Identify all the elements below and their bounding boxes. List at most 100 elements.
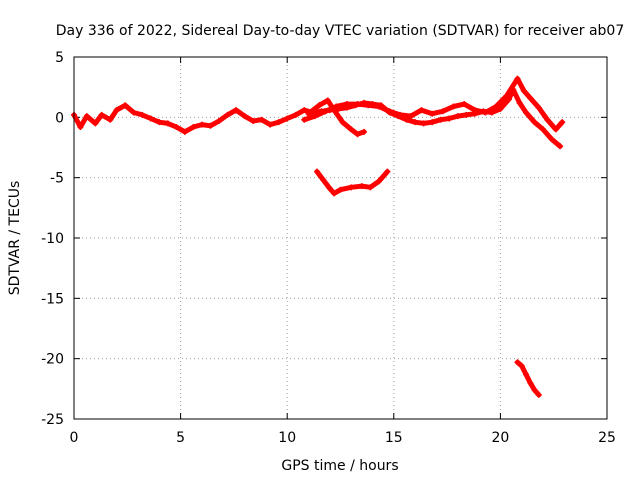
- grid: [74, 57, 607, 419]
- series-low-segment: [514, 359, 542, 398]
- data-point: [275, 119, 282, 126]
- data-point: [258, 116, 265, 123]
- data-point: [384, 168, 391, 175]
- series-line: [71, 87, 563, 149]
- y-tick-label: 5: [55, 50, 64, 66]
- y-tick-label: -20: [41, 352, 64, 368]
- data-point: [107, 116, 114, 123]
- y-tick-label: -15: [41, 291, 64, 307]
- data-point: [348, 126, 355, 133]
- data-point: [305, 110, 312, 117]
- data-point: [113, 107, 120, 114]
- x-tick-label: 0: [70, 430, 79, 446]
- data-point: [358, 183, 365, 190]
- data-point: [311, 113, 318, 120]
- data-point: [324, 97, 331, 104]
- data-point: [343, 101, 350, 108]
- y-tick-label: -10: [41, 231, 64, 247]
- data-point: [518, 362, 525, 369]
- data-point: [198, 121, 205, 128]
- data-point: [139, 111, 146, 118]
- data-point: [522, 109, 529, 116]
- data-point: [207, 122, 214, 129]
- data-point: [497, 105, 504, 112]
- data-point: [437, 116, 444, 123]
- data-point: [360, 128, 367, 135]
- chart-title: Day 336 of 2022, Sidereal Day-to-day VTE…: [56, 23, 625, 39]
- x-tick-label: 5: [176, 430, 185, 446]
- data-point: [375, 103, 382, 110]
- data-point: [337, 186, 344, 193]
- data-point: [164, 120, 171, 127]
- data-point: [531, 119, 538, 126]
- data-point: [471, 107, 478, 114]
- data-point: [190, 123, 197, 130]
- data-point: [339, 119, 346, 126]
- data-point: [322, 108, 329, 115]
- data-point: [386, 108, 393, 115]
- data-point: [454, 113, 461, 120]
- x-tick-label: 25: [598, 430, 616, 446]
- data-point: [482, 109, 489, 116]
- data-point: [215, 117, 222, 124]
- data-point: [540, 126, 547, 133]
- data-point: [418, 107, 425, 114]
- data-point: [535, 391, 542, 398]
- data-point: [314, 168, 321, 175]
- data-point: [301, 116, 308, 123]
- y-tick-label: 0: [55, 110, 64, 126]
- data-point: [250, 117, 257, 124]
- data-point: [559, 119, 566, 126]
- data-point: [241, 113, 248, 120]
- x-axis-label: GPS time / hours: [281, 458, 398, 474]
- data-point: [514, 359, 521, 366]
- data-point: [407, 113, 414, 120]
- data-point: [267, 121, 274, 128]
- data-point: [365, 102, 372, 109]
- data-point: [77, 123, 84, 130]
- y-tick-label: -5: [50, 171, 64, 187]
- plot-frame: [73, 56, 608, 420]
- data-point: [301, 107, 308, 114]
- data-point: [122, 102, 129, 109]
- data-point: [397, 111, 404, 118]
- data-point: [354, 101, 361, 108]
- y-axis-label: SDTVAR / TECUs: [7, 181, 23, 296]
- series-line: [314, 169, 390, 196]
- data-point: [429, 110, 436, 117]
- data-point: [412, 119, 419, 126]
- data-point: [516, 99, 523, 106]
- data-point: [92, 120, 99, 127]
- data-point: [531, 387, 538, 394]
- data-point: [320, 177, 327, 184]
- data-point: [224, 111, 231, 118]
- data-point: [493, 103, 500, 110]
- x-tick-label: 10: [278, 430, 296, 446]
- data-point: [375, 178, 382, 185]
- series-line: [306, 97, 367, 137]
- data-point: [181, 128, 188, 135]
- data-point: [354, 131, 361, 138]
- data-point: [147, 115, 154, 122]
- data-point: [367, 184, 374, 191]
- data-point: [130, 109, 137, 116]
- data-point: [348, 184, 355, 191]
- series-main-band: [71, 86, 564, 150]
- y-tick-label: -25: [41, 412, 64, 428]
- data-point: [548, 136, 555, 143]
- data-point: [439, 108, 446, 115]
- data-point: [552, 126, 559, 133]
- data-point: [544, 116, 551, 123]
- data-point: [446, 115, 453, 122]
- data-point: [156, 119, 163, 126]
- data-series: [71, 75, 566, 398]
- series-lower-branch: [305, 97, 367, 138]
- data-point: [463, 111, 470, 118]
- data-point: [503, 92, 510, 99]
- data-point: [284, 115, 291, 122]
- x-tick-label: 20: [491, 430, 509, 446]
- data-point: [522, 371, 529, 378]
- data-point: [316, 102, 323, 109]
- data-point: [450, 103, 457, 110]
